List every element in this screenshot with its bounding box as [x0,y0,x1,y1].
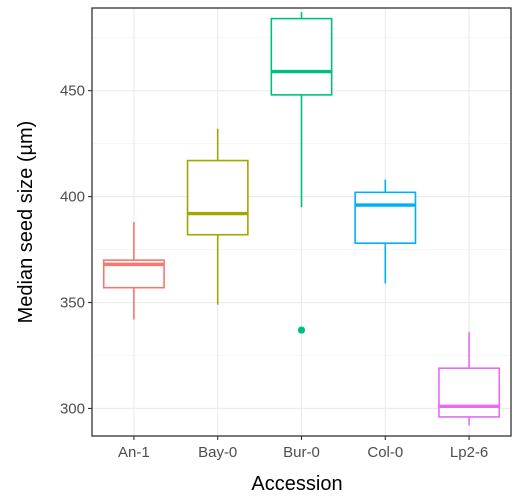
box-iqr [438,367,501,418]
box-Lp2-6 [438,332,501,426]
y-tick-label: 400 [60,189,85,206]
y-tick-label: 350 [60,295,85,312]
box-Col-0 [354,179,417,284]
x-tick-label: Col-0 [367,444,403,461]
y-tick-label: 450 [60,83,85,100]
box-series [102,12,501,426]
x-tick-label: Lp2-6 [450,444,488,461]
y-tick-label: 300 [60,400,85,417]
box-Bur-0 [270,12,333,334]
box-iqr [270,17,333,96]
x-axis-title: Accession [251,473,342,495]
box-iqr [186,159,249,236]
x-tick-label: Bur-0 [283,444,320,461]
outlier-point [297,326,306,334]
x-axis: An-1 Bay-0 Bur-0 Col-0 Lp2-6 [118,436,488,461]
box-iqr [354,191,417,244]
y-axis-title: Median seed size (µm) [15,121,37,324]
y-axis: 300 350 400 450 [60,83,92,417]
x-tick-label: An-1 [118,444,150,461]
box-An-1 [102,222,165,320]
x-tick-label: Bay-0 [198,444,237,461]
box-Bay-0 [186,128,249,305]
